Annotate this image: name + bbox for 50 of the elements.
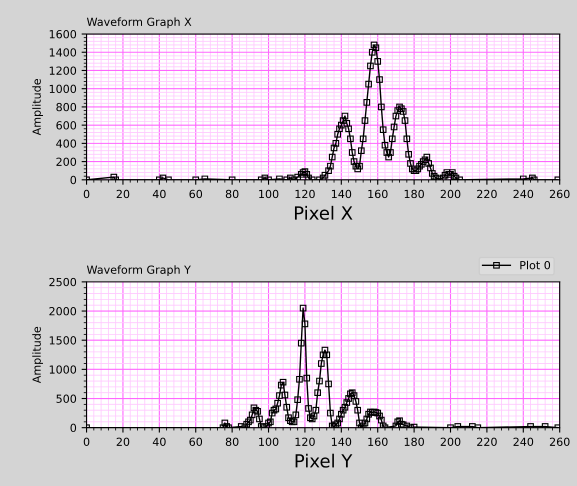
x-tick-label: 80 xyxy=(226,190,238,198)
x-tick-label: 260 xyxy=(550,438,570,446)
y-tick-label: 1600 xyxy=(50,30,76,38)
y-tick-label: 800 xyxy=(56,102,76,112)
x-tick-label: 0 xyxy=(84,190,90,198)
x-tick-label: 200 xyxy=(440,438,460,446)
x-tick-label: 100 xyxy=(259,438,278,446)
x-tick-label: 240 xyxy=(514,438,534,446)
y-axis-title: Amplitude xyxy=(32,79,43,136)
chart-title: Waveform Graph X xyxy=(86,17,192,28)
x-tick-label: 120 xyxy=(296,190,315,198)
x-tick-label: 40 xyxy=(152,190,166,198)
y-tick-label: 0 xyxy=(70,424,76,432)
chart-title: Waveform Graph Y xyxy=(86,265,191,276)
x-axis-title: Pixel X xyxy=(294,206,352,220)
x-tick-label: 160 xyxy=(368,438,388,446)
x-tick-label: 20 xyxy=(116,438,130,446)
y-tick-label: 2500 xyxy=(49,278,76,286)
x-tick-label: 220 xyxy=(477,190,497,198)
x-tick-label: 180 xyxy=(404,438,424,446)
y-tick-label: 400 xyxy=(56,139,76,148)
x-tick-label: 0 xyxy=(84,438,90,446)
y-tick-label: 0 xyxy=(70,176,76,184)
x-tick-label: 80 xyxy=(226,438,238,446)
x-tick-label: 40 xyxy=(152,438,166,446)
y-tick-label: 500 xyxy=(56,394,76,403)
y-tick-label: 1500 xyxy=(50,336,76,345)
x-tick-label: 260 xyxy=(550,190,570,198)
x-tick-label: 160 xyxy=(368,190,388,198)
x-tick-label: 120 xyxy=(296,438,315,446)
y-tick-label: 600 xyxy=(56,121,76,130)
y-tick-label: 200 xyxy=(56,158,76,166)
x-tick-label: 60 xyxy=(189,438,202,446)
x-tick-label: 220 xyxy=(477,438,497,446)
y-tick-label: 1000 xyxy=(50,84,76,94)
x-tick-label: 140 xyxy=(332,190,352,198)
y-tick-label: 1000 xyxy=(50,365,76,374)
y-tick-label: 2000 xyxy=(49,307,76,316)
x-tick-label: 180 xyxy=(404,190,424,198)
y-tick-label: 1400 xyxy=(50,48,76,57)
x-tick-label: 60 xyxy=(189,190,202,198)
x-tick-label: 100 xyxy=(259,190,278,198)
x-tick-label: 240 xyxy=(514,190,534,198)
legend-label: Plot 0 xyxy=(520,260,550,270)
x-tick-label: 200 xyxy=(440,190,460,198)
y-axis-title: Amplitude xyxy=(32,326,43,384)
x-tick-label: 20 xyxy=(116,190,130,198)
y-tick-label: 1200 xyxy=(50,66,76,75)
x-tick-label: 140 xyxy=(332,438,352,446)
x-axis-title: Pixel Y xyxy=(296,454,352,468)
